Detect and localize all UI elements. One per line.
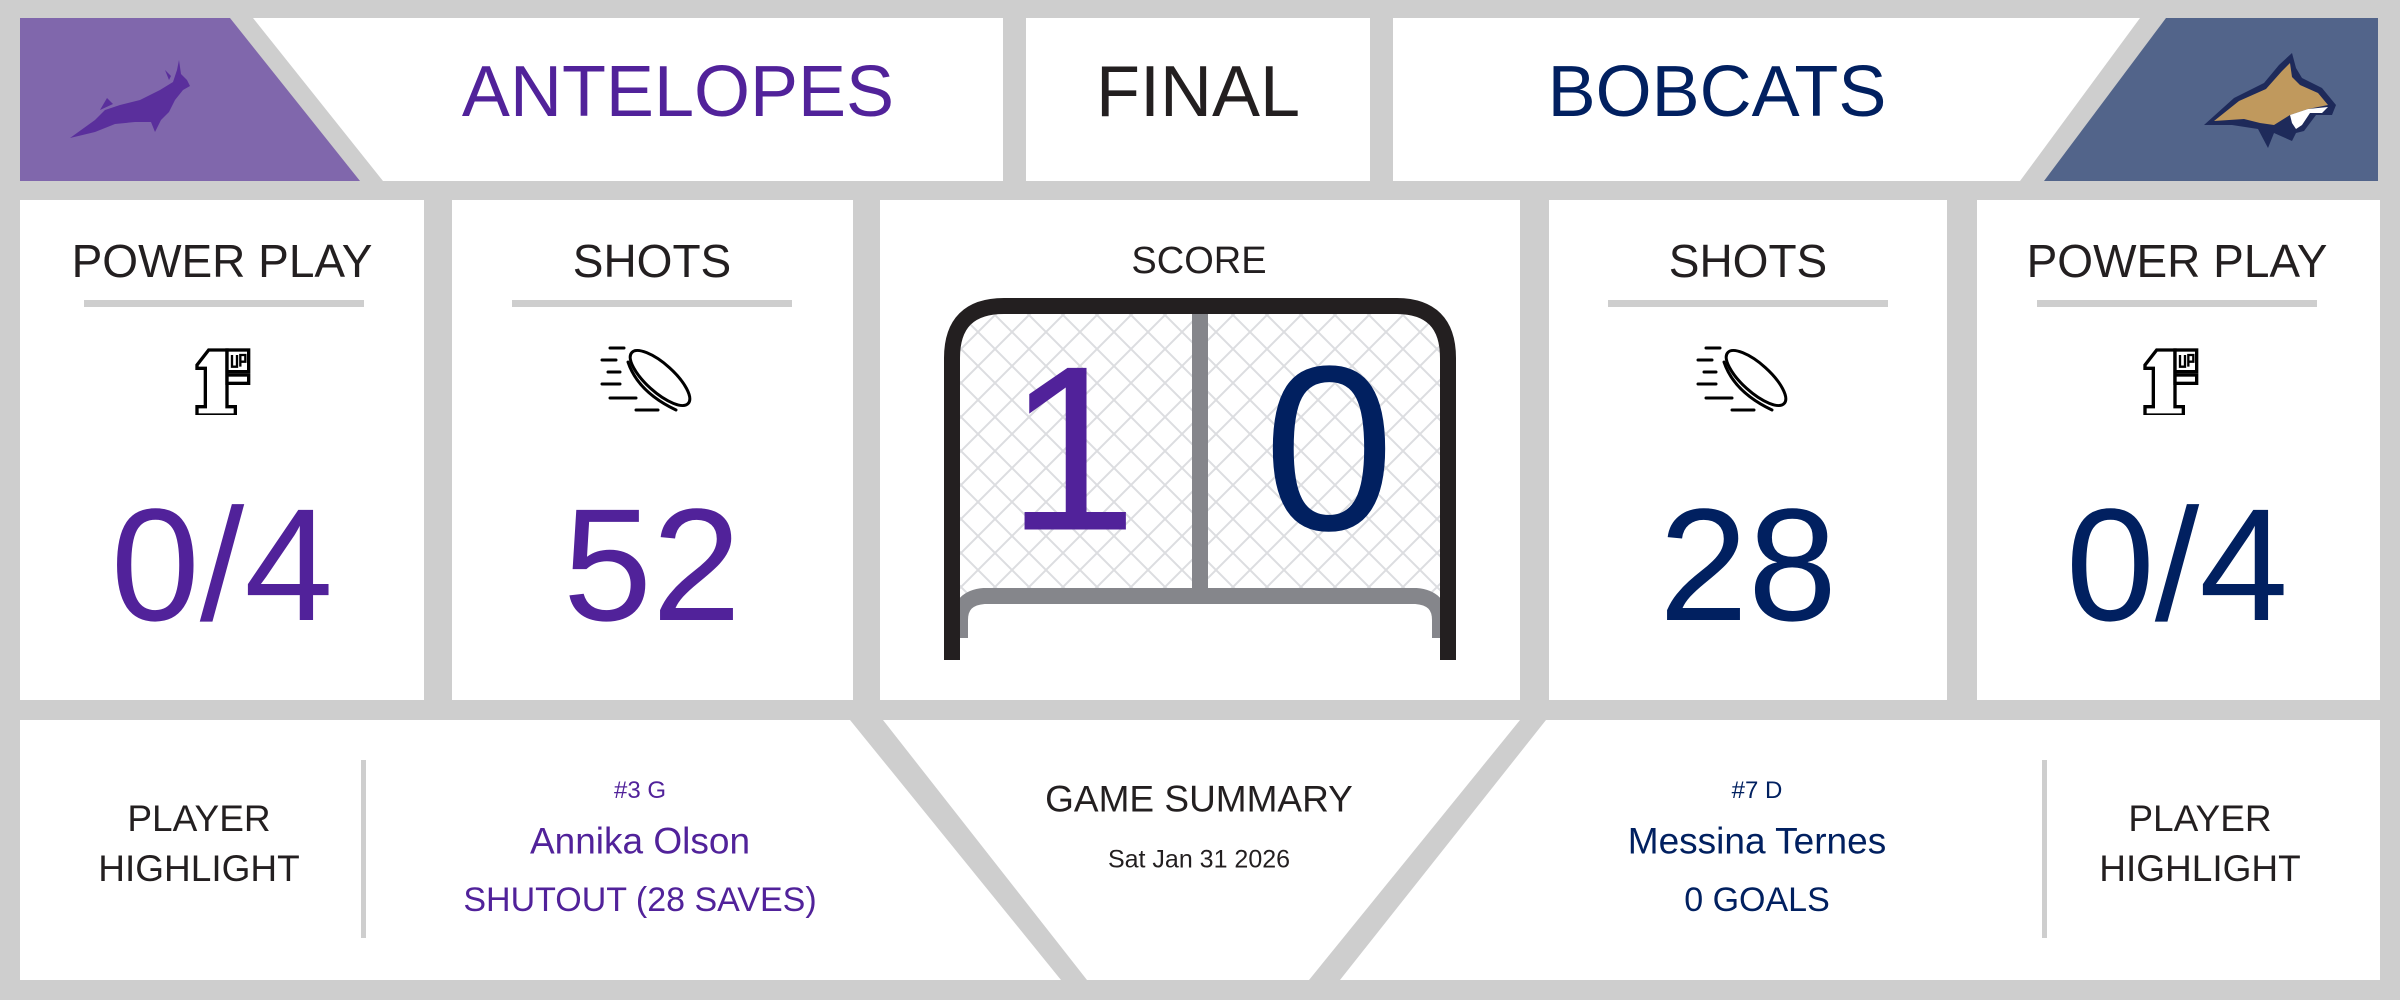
away-highlight-label: PLAYER HIGHLIGHT <box>2099 794 2300 894</box>
antelope-logo <box>70 60 190 138</box>
away-team-name: BOBCATS <box>1547 52 1887 132</box>
highlight-label-line2: HIGHLIGHT <box>2099 848 2301 889</box>
goal-net-icon <box>944 298 1456 660</box>
home-power-play-value: 0/4 <box>110 475 334 654</box>
game-status: FINAL <box>1095 52 1301 132</box>
divider <box>1608 300 1888 307</box>
away-power-play-label: POWER PLAY <box>2026 235 2328 287</box>
away-shots-value: 28 <box>1659 475 1837 654</box>
highlight-label-line1: PLAYER <box>2128 798 2272 840</box>
divider <box>512 300 792 307</box>
home-power-play-card <box>20 200 424 700</box>
score-label: SCORE <box>1131 240 1267 282</box>
divider <box>84 300 364 307</box>
home-highlight-label: PLAYER HIGHLIGHT <box>98 794 299 894</box>
away-player-stat: 0 GOALS <box>1684 881 1830 919</box>
home-team-panel <box>253 18 1003 181</box>
1up-icon <box>195 348 251 415</box>
home-shots-card <box>452 200 853 700</box>
home-player-name: Annika Olson <box>529 820 751 862</box>
game-summary-label: GAME SUMMARY <box>1045 778 1353 820</box>
home-player-stat: SHUTOUT (28 SAVES) <box>463 881 817 919</box>
away-team-panel <box>1393 18 2140 181</box>
divider <box>2042 760 2047 938</box>
home-shots-label: SHOTS <box>572 235 732 287</box>
1up-icon <box>2143 348 2199 415</box>
highlight-label-line2: HIGHLIGHT <box>98 848 300 889</box>
status-panel <box>1026 18 1370 181</box>
away-shots-label: SHOTS <box>1668 235 1828 287</box>
home-power-play-label: POWER PLAY <box>71 235 373 287</box>
home-team-name: ANTELOPES <box>461 52 895 132</box>
home-player-number: #3 G <box>613 777 667 804</box>
bobcat-logo <box>2204 53 2336 148</box>
away-player-number: #7 D <box>1731 777 1783 804</box>
game-date: Sat Jan 31 2026 <box>1107 845 1291 874</box>
away-score: 0 <box>1263 316 1395 580</box>
puck-icon <box>1696 346 1788 412</box>
away-shots-card <box>1549 200 1947 700</box>
away-highlight-card <box>1340 720 2380 980</box>
away-power-play-value: 0/4 <box>2065 475 2289 654</box>
divider <box>2037 300 2317 307</box>
highlight-label-line1: PLAYER <box>127 798 271 840</box>
away-player-name: Messina Ternes <box>1627 820 1887 862</box>
puck-icon <box>600 346 692 412</box>
divider <box>361 760 366 938</box>
home-shots-value: 52 <box>563 475 741 654</box>
home-score: 1 <box>1006 316 1138 580</box>
away-power-play-card <box>1977 200 2380 700</box>
